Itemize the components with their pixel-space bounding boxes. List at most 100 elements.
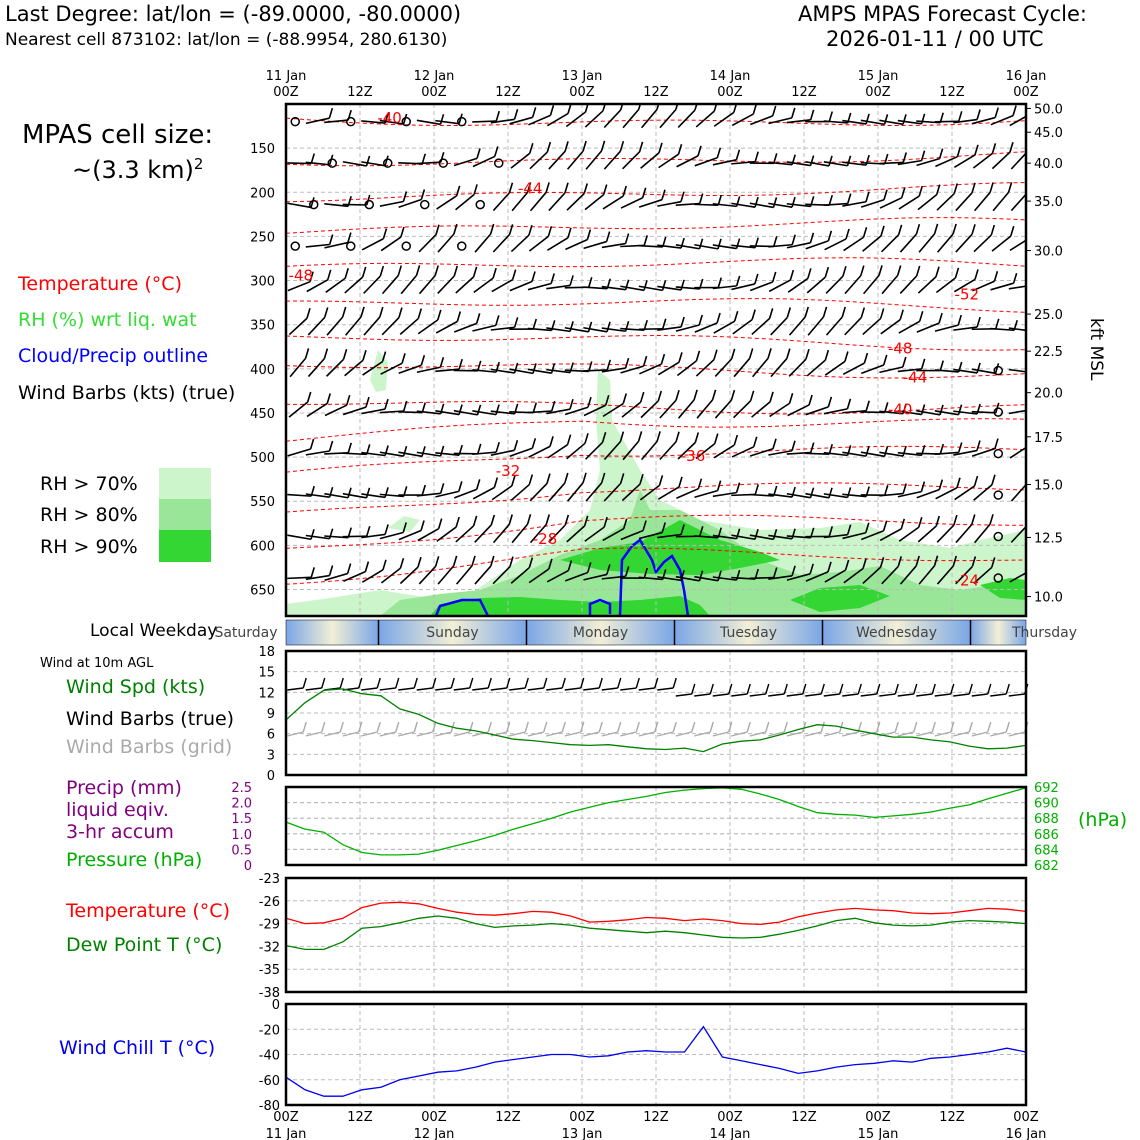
true-wind-barb-flag [1005, 683, 1010, 695]
bottom-hour-tick: 00Z [273, 1110, 299, 1125]
wind-barb-staff [509, 280, 533, 292]
wind-barb-staff [527, 282, 552, 291]
wind-barb-flag [989, 182, 994, 193]
wind-barb-flag [619, 473, 625, 484]
wind-barb-staff [731, 446, 755, 458]
wind-barb-flag [661, 522, 667, 533]
wind-barb-flag [658, 142, 663, 154]
wind-barb-flag [643, 280, 648, 291]
wind-barb-staff [492, 233, 511, 253]
wind-barb-flag [711, 389, 717, 401]
wind-barb-staff [490, 449, 515, 456]
true-wind-barb [879, 693, 896, 697]
wind-barb-staff [843, 567, 864, 584]
wind-barb-staff [786, 161, 811, 167]
true-wind-barb [971, 693, 988, 697]
wind-barb-staff [897, 368, 922, 373]
wind-barb-staff [546, 284, 571, 290]
wind-barb-staff [305, 243, 330, 248]
wind-barb-staff [805, 571, 829, 582]
true-wind-barb-flag [746, 683, 751, 695]
rh90-region-b [560, 520, 780, 575]
upper-wind-barbs [287, 104, 1033, 585]
pressure-panel-frame [284, 785, 1028, 867]
wind-barb-flag [417, 308, 423, 319]
weekday-segment [378, 620, 527, 645]
kft-tick-label: 10.0 [1034, 591, 1063, 606]
wind-barb-staff [953, 154, 976, 168]
wind-barb-staff [749, 281, 773, 292]
wind-barb-flag [809, 109, 815, 121]
wind-barb-flag [550, 362, 556, 374]
wind-speed-line [285, 688, 1027, 753]
local-weekday-label: Local Weekday [90, 621, 218, 641]
wind-barb-staff [527, 368, 552, 375]
wind-barb-flag [677, 143, 683, 155]
wind-barb-flag [1030, 228, 1033, 238]
true-wind-barb [1008, 693, 1025, 697]
wind-barb-staff [639, 363, 662, 375]
grid-wind-barb [453, 731, 470, 737]
wind-barb-flag [567, 227, 572, 239]
wind-barb-staff [899, 275, 918, 295]
wind-barb-staff [842, 119, 867, 125]
wind-barb-staff [453, 322, 477, 333]
true-wind-barb-flag [635, 677, 640, 689]
temperature-tick: -26 [259, 895, 280, 910]
temperature-contour-label: -28 [533, 530, 558, 548]
wind-barb-flag [954, 267, 960, 279]
grid-wind-barb [768, 731, 785, 737]
wind-barb-flag [680, 191, 685, 202]
wind-barb-staff [805, 492, 830, 499]
temperature-line [285, 901, 1027, 926]
pressure-tick-label: 350 [250, 319, 275, 334]
wind-barb-staff [1008, 285, 1026, 290]
wind-barb-flag [602, 104, 606, 112]
wind-barb-staff [640, 440, 658, 461]
top-hour-tick: 12Z [347, 85, 373, 100]
wind-barb-staff [805, 406, 829, 416]
wind-barb-staff [990, 282, 1014, 291]
wind-barb-staff [342, 406, 367, 416]
grid-wind-barb [601, 731, 618, 737]
wind-barb-staff [768, 202, 793, 208]
grid-wind-barb-flag [987, 721, 992, 733]
wind-barb-flag [994, 363, 1000, 374]
wind-barb-flag [957, 404, 963, 415]
wind-barb-flag [528, 557, 534, 568]
true-wind-barb-flag [876, 683, 881, 695]
wind-barb-staff [918, 233, 936, 253]
wind-speed-tick: 18 [258, 645, 275, 660]
wind-barb-staff [899, 233, 918, 253]
pressure-tick: 692 [1034, 781, 1059, 796]
wind-barb-flag [902, 114, 907, 125]
wind-barb-staff [548, 150, 566, 170]
wind-barb-flag [991, 474, 996, 485]
wind-barb-flag [417, 556, 422, 568]
wind-barb-staff [675, 575, 700, 582]
wind-barb-staff [288, 317, 308, 336]
pressure-label: Pressure (hPa) [66, 849, 203, 871]
wind-barb-staff [287, 534, 312, 541]
wind-barb-flag [675, 431, 680, 442]
wind-barb-staff [546, 112, 569, 127]
windchill-panel-frame [284, 1002, 1028, 1107]
calm-wind-circle [494, 158, 504, 168]
wind-barb-flag [476, 404, 482, 416]
wind-barb-staff [548, 192, 566, 212]
wind-barb-staff [972, 280, 995, 292]
grid-wind-barb [675, 731, 692, 737]
wind-barb-staff [472, 410, 497, 416]
rh70-label: RH > 70% [40, 473, 138, 495]
grid-wind-barb [823, 731, 840, 737]
wind-barb-flag [567, 560, 573, 571]
wind-barb-staff [842, 493, 867, 498]
wind-barb-flag [883, 446, 889, 457]
weekday-label: Sunday [426, 625, 478, 641]
true-wind-barb-flag [543, 677, 548, 689]
weekday-segment [674, 620, 823, 645]
true-wind-barb-flag [913, 683, 918, 695]
wind-barb-staff [305, 574, 330, 581]
wind-barb-staff [602, 195, 624, 210]
grid-wind-barb-flag [580, 721, 585, 733]
